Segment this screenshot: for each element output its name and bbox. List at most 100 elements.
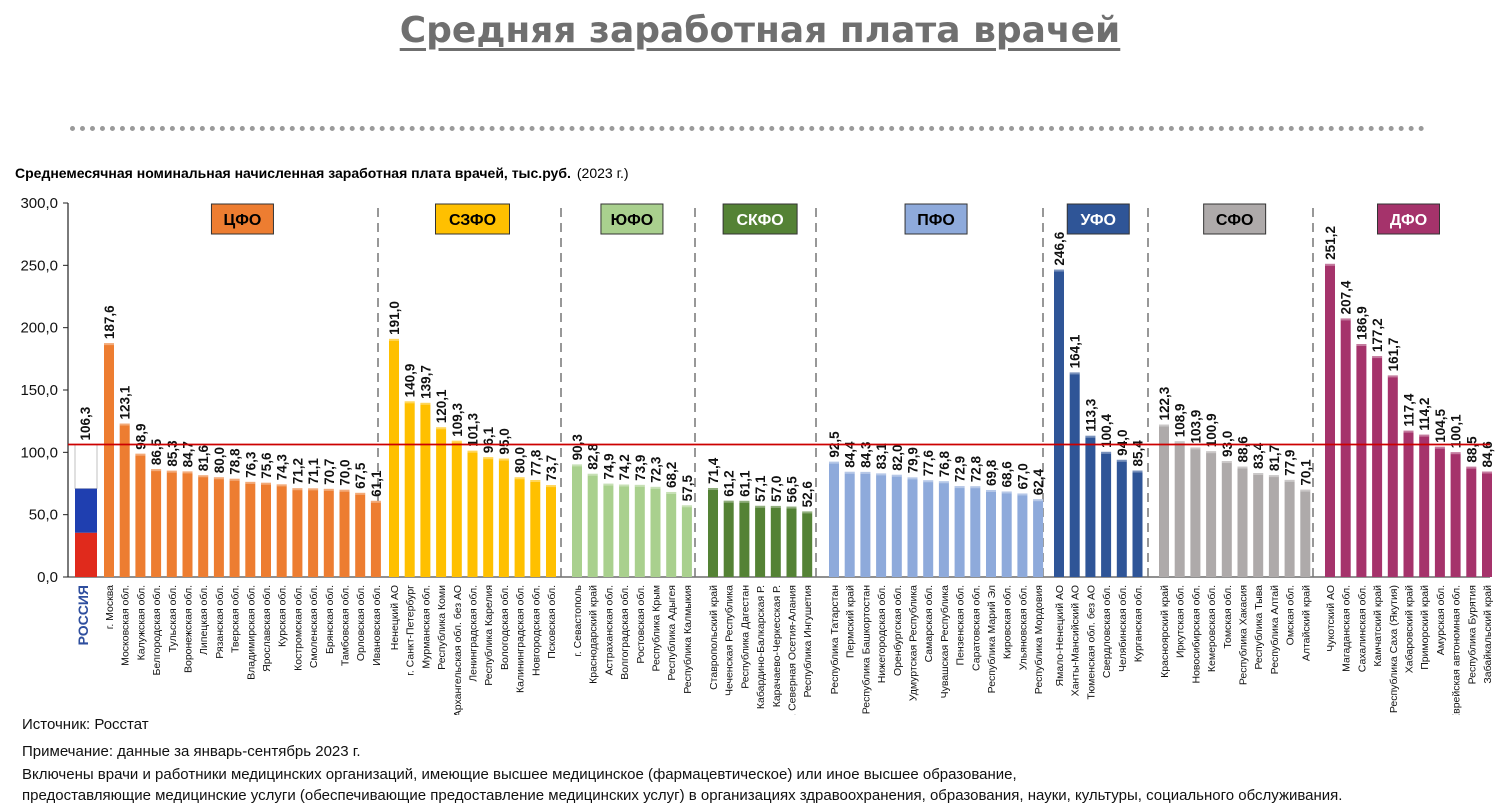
category-label: Забайкальский край xyxy=(1482,585,1494,684)
category-label: Республика Хакасия xyxy=(1238,585,1250,685)
bar xyxy=(308,488,319,577)
bar-value-label: 68,2 xyxy=(664,462,679,488)
category-label: Краснодарский край xyxy=(588,585,600,684)
category-label: Республика Тыва xyxy=(1253,585,1265,670)
bar xyxy=(389,338,399,577)
bar-highlight xyxy=(530,480,541,483)
bar xyxy=(1356,343,1367,577)
bar-highlight xyxy=(923,480,934,483)
bar-highlight xyxy=(986,489,996,492)
bar-highlight xyxy=(770,505,781,508)
bar xyxy=(1190,447,1201,577)
bar xyxy=(1132,470,1143,577)
bar xyxy=(292,488,303,577)
bar-highlight xyxy=(1372,356,1383,359)
bar xyxy=(891,474,902,577)
bar-value-label: 207,4 xyxy=(1339,280,1354,314)
chart-subtitle-year: (2023 г.) xyxy=(576,165,629,181)
bar xyxy=(708,487,718,577)
bar-value-label: 84,3 xyxy=(858,441,873,468)
bar xyxy=(245,481,256,577)
category-label: Омская обл. xyxy=(1285,585,1297,645)
bar-value-label: 74,2 xyxy=(617,454,632,480)
category-label: Ненецкий АО xyxy=(389,585,401,650)
bar xyxy=(229,478,240,577)
russia-flag-stripe xyxy=(75,532,97,577)
bar xyxy=(355,492,366,577)
bar-value-label: 76,3 xyxy=(243,451,258,478)
district-label-box xyxy=(1203,203,1267,235)
bar xyxy=(135,453,146,577)
bar-highlight xyxy=(681,505,692,508)
bar-highlight xyxy=(844,471,855,474)
category-label: Смоленская обл. xyxy=(308,585,320,668)
bar-value-label: 80,0 xyxy=(513,447,528,473)
category-label: Республика Дагестан xyxy=(739,585,751,689)
bar xyxy=(546,485,556,577)
category-label: Костромская обл. xyxy=(292,585,304,671)
category-label: Республика Адыгея xyxy=(666,585,678,681)
bar xyxy=(923,480,934,577)
bar xyxy=(182,471,193,577)
bar-value-label: 88,5 xyxy=(1464,436,1479,463)
category-label: Республика Мордовия xyxy=(1033,585,1045,694)
bar-highlight xyxy=(339,489,350,492)
bar xyxy=(755,505,766,577)
bar-value-label: 83,1 xyxy=(874,443,889,470)
bar-value-label: 117,4 xyxy=(1402,393,1417,427)
bar-value-label: 80,0 xyxy=(212,447,227,473)
bar xyxy=(619,484,630,577)
y-tick-label: 100,0 xyxy=(20,444,58,461)
bar xyxy=(970,486,981,577)
bar-highlight xyxy=(1253,473,1264,476)
bar xyxy=(1482,471,1492,577)
bar-value-label: 67,5 xyxy=(353,462,368,489)
bar-value-label: 81,6 xyxy=(196,445,211,472)
bar xyxy=(1237,466,1248,577)
district-label: УФО xyxy=(1081,212,1116,229)
bar xyxy=(986,489,996,577)
bar-highlight xyxy=(1268,475,1279,478)
category-label: Алтайский край xyxy=(1300,585,1312,661)
bar-highlight xyxy=(1387,375,1398,378)
category-label: Липецкая обл. xyxy=(198,585,210,655)
bar xyxy=(1017,493,1028,577)
bar-value-label: 74,3 xyxy=(275,454,290,481)
bar-value-label: 84,4 xyxy=(843,441,858,468)
bar xyxy=(514,477,525,577)
category-label: Республика Алтай xyxy=(1269,585,1281,674)
category-label: Тюменская обл. без АО xyxy=(1085,585,1097,700)
bar xyxy=(370,500,381,577)
bar-highlight xyxy=(666,491,677,494)
category-label: Ханты-Мансийский АО xyxy=(1070,585,1082,696)
category-label: Ямало-Ненецкий АО xyxy=(1054,585,1066,686)
russia-flag-stripe xyxy=(75,488,97,533)
chart-subtitle: Среднемесячная номинальная начисленная з… xyxy=(15,165,629,181)
category-label: г. Москва xyxy=(104,585,116,629)
bar-value-label: 96,1 xyxy=(481,426,496,453)
bar xyxy=(1387,375,1398,577)
category-label: Владимирская обл. xyxy=(245,585,257,680)
bar-value-label: 186,9 xyxy=(1354,306,1369,340)
bar-highlight xyxy=(802,511,813,514)
category-label: Карачаево-Черкесская Р. xyxy=(771,585,783,707)
bar xyxy=(770,505,781,577)
category-label: Пензенская обл. xyxy=(955,585,967,665)
category-label: Р. Северная Осетия-Алания xyxy=(787,585,799,715)
bar-highlight xyxy=(514,477,525,480)
bar-highlight xyxy=(229,478,240,481)
category-label: Свердловская обл. xyxy=(1101,585,1113,678)
y-tick-label: 250,0 xyxy=(20,257,58,274)
bar xyxy=(1101,451,1112,577)
bar-highlight xyxy=(650,486,661,489)
bar-highlight xyxy=(1159,424,1169,427)
bar-highlight xyxy=(954,486,965,489)
category-label: Республика Татарстан xyxy=(829,585,841,695)
category-label: Приморский край xyxy=(1419,585,1431,670)
category-label: Республика Крым xyxy=(651,585,663,672)
bar-highlight xyxy=(1450,452,1461,455)
bar-highlight xyxy=(1356,343,1367,346)
category-label: Чеченская Республика xyxy=(724,585,736,696)
bar-value-label: 79,9 xyxy=(906,447,921,473)
category-label: Новосибирская обл. xyxy=(1190,585,1202,684)
